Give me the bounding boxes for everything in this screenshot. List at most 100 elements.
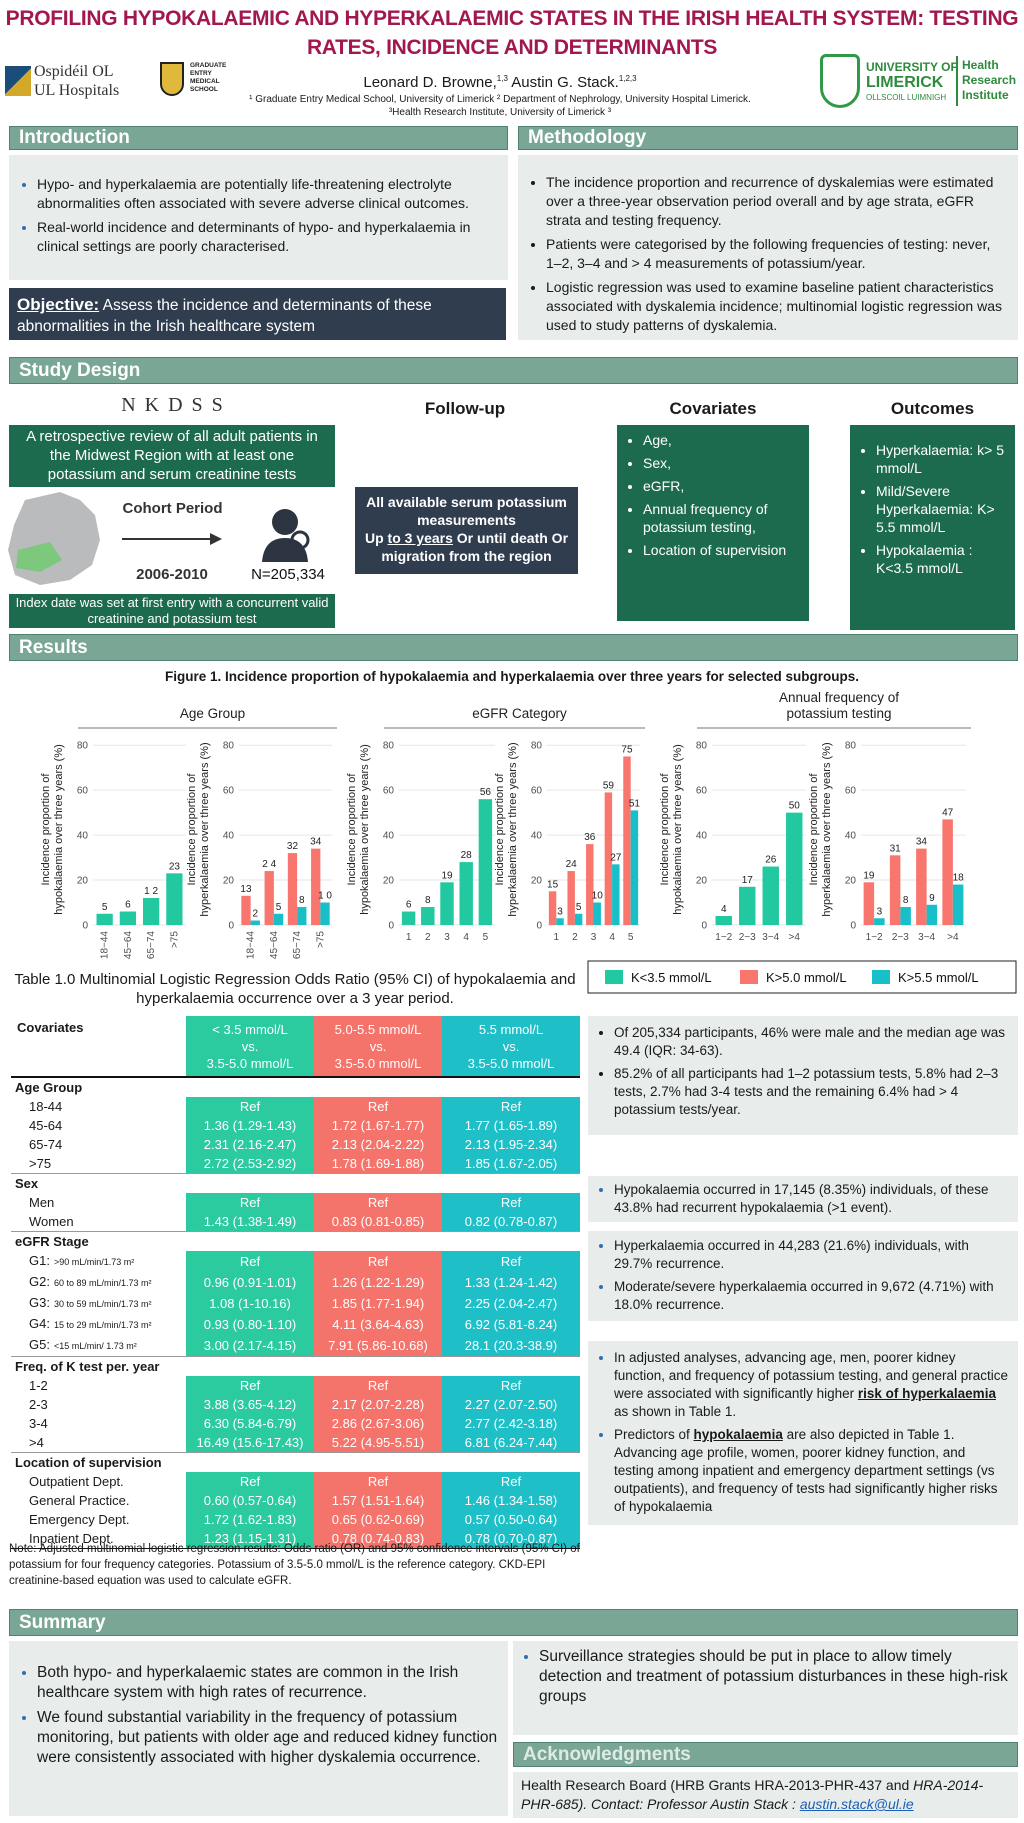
- value-label: 13: [240, 884, 252, 895]
- label: >4: [29, 1435, 44, 1450]
- odds-ratio: 2.13 (2.04-2.22): [314, 1135, 442, 1154]
- y-tick-label: 20: [845, 876, 857, 887]
- value-label: 31: [890, 843, 902, 854]
- span: Leonard D. Browne,: [363, 74, 497, 91]
- bullet: Predictors of hypokalaemia are also depi…: [614, 1426, 1008, 1516]
- odds-ratio: 0.60 (0.57-0.64): [186, 1491, 314, 1510]
- ul: In adjusted analyses, advancing age, men…: [594, 1349, 1008, 1516]
- value-label: 34: [916, 837, 928, 848]
- x-tick-label: 4: [463, 932, 469, 943]
- value-label: 9: [929, 893, 935, 904]
- data-row: G3: 30 to 59 mL/min/1.73 m² 1.08 (1-10.16)…: [11, 1293, 580, 1314]
- data-row: G4: 15 to 29 mL/min/1.73 m² 0.93 (0.80-1.1…: [11, 1314, 580, 1335]
- sublabel: >90 mL/min/1.73 m²: [53, 1257, 135, 1267]
- bar: [548, 891, 557, 925]
- odds-ratio: 1.36 (1.29-1.43): [186, 1116, 314, 1135]
- label: Women: [29, 1214, 74, 1229]
- legend-label: K>5.0 mmol/L: [766, 970, 847, 985]
- ul: The incidence proportion and recurrence …: [526, 173, 1006, 335]
- bar: [250, 920, 260, 925]
- ul: Of 205,334 participants, 46% were male a…: [594, 1024, 1008, 1119]
- bullet: Moderate/severe hyperkalaemia occurred i…: [614, 1278, 1008, 1314]
- results-box: Hyperkalaemia occurred in 44,283 (21.6%)…: [588, 1231, 1018, 1321]
- bar: [567, 871, 575, 925]
- bullet: Of 205,334 participants, 46% were male a…: [614, 1024, 1008, 1060]
- label: G3:: [29, 1295, 50, 1310]
- value-label: 26: [765, 855, 777, 866]
- label: Outpatient Dept.: [29, 1474, 124, 1489]
- sublabel: <15 mL/min/ 1.73 m²: [53, 1341, 137, 1351]
- odds-ratio: 1.72 (1.62-1.83): [186, 1510, 314, 1529]
- acknowledgments-panel: Health Research Board (HRB Grants HRA-20…: [513, 1772, 1018, 1818]
- row-label: G3: 30 to 59 mL/min/1.73 m²: [11, 1293, 186, 1314]
- bullet: Sex,: [643, 454, 801, 472]
- span: Assess the incidence and determinants of…: [17, 297, 432, 335]
- label: 65-74: [29, 1137, 63, 1152]
- odds-ratio: Ref: [442, 1097, 580, 1116]
- odds-ratio: Ref: [442, 1193, 580, 1212]
- column-header: < 3.5 mmol/L vs. 3.5-5.0 mmol/L: [186, 1016, 314, 1077]
- sup: 1,2,3: [618, 74, 637, 83]
- value-label: 59: [603, 780, 615, 791]
- value-label: 10: [592, 891, 604, 902]
- div: All available serum potassium measuremen…: [366, 494, 567, 528]
- odds-ratio: 2.17 (2.07-2.28): [314, 1395, 442, 1414]
- legend-label: K<3.5 mmol/L: [631, 970, 712, 985]
- value-label: 8: [903, 895, 909, 906]
- bar: [623, 756, 631, 925]
- covariates-heading: Covariates: [669, 399, 757, 418]
- label: >75: [29, 1156, 52, 1171]
- ul-logo: UNIVERSITY OF LIMERICK OLLSCOIL LUIMNIGH: [866, 60, 958, 105]
- email-link[interactable]: austin.stack@ul.ie: [799, 1796, 914, 1812]
- outcomes-heading: Outcomes: [890, 399, 975, 418]
- data-row: G5: <15 mL/min/ 1.73 m² 3.00 (2.17-4.15) 7.…: [11, 1335, 580, 1357]
- odds-ratio: 1.33 (1.24-1.42): [442, 1272, 580, 1293]
- value-label: 47: [942, 807, 954, 818]
- odds-ratio: 1.08 (1-10.16): [186, 1293, 314, 1314]
- bar: [762, 866, 779, 925]
- sublabel: 15 to 29 mL/min/1.73 m²: [53, 1320, 152, 1330]
- y-tick-label: 60: [845, 786, 857, 797]
- x-tick-label: >4: [947, 932, 959, 943]
- data-row: >4 16.49 (15.6-17.43) 5.22 (4.95-5.51) 6.81…: [11, 1433, 580, 1453]
- table-note: Note: Adjusted multinomial logistic regr…: [9, 1543, 580, 1587]
- row-label: 3-4: [11, 1414, 186, 1433]
- bar: [739, 886, 756, 925]
- affiliation: ¹ Graduate Entry Medical School, Univers…: [249, 94, 751, 105]
- odds-ratio: Ref: [186, 1097, 314, 1116]
- x-tick-label: 18−44: [246, 931, 257, 960]
- label: G2:: [29, 1274, 50, 1289]
- odds-ratio: 2.13 (1.95-2.34): [442, 1135, 580, 1154]
- section-row: Age Group: [11, 1076, 580, 1097]
- cell: [442, 1231, 580, 1251]
- data-row: 2-3 3.88 (3.65-4.12) 2.17 (2.07-2.28) 2.27 …: [11, 1395, 580, 1414]
- y-axis-label: Incidence proportion of: [40, 773, 52, 886]
- sublabel: 30 to 59 mL/min/1.73 m²: [53, 1299, 152, 1309]
- y-tick-label: 40: [77, 831, 89, 842]
- x-tick-label: 18−44: [100, 931, 111, 960]
- logo-text: Health: [962, 58, 999, 72]
- x-tick-label: 1−2: [715, 932, 732, 943]
- bar: [297, 907, 307, 925]
- odds-ratio: Ref: [314, 1376, 442, 1395]
- bullet: Age,: [643, 431, 801, 449]
- bullet: Hypo- and hyperkalaemia are potentially …: [37, 175, 494, 213]
- header-line: 3.5-5.0 mmol/L: [334, 1055, 422, 1071]
- span: as shown in Table 1.: [614, 1404, 737, 1419]
- value-label: 4: [721, 904, 727, 915]
- cohort-n: N=205,334: [251, 566, 325, 583]
- retrospective-box: A retrospective review of all adult pati…: [9, 425, 335, 487]
- covariates-box: Age, Sex, eGFR, Annual frequency of potassi…: [617, 425, 809, 621]
- bullet: Real-world incidence and determinants of…: [37, 218, 494, 256]
- value-label: 1 2: [144, 886, 158, 897]
- x-tick-label: 2−3: [739, 932, 756, 943]
- value-label: 2 4: [262, 859, 276, 870]
- x-tick-label: 3: [444, 932, 450, 943]
- bar: [586, 844, 594, 925]
- value-label: 51: [629, 798, 641, 809]
- y-tick-label: 0: [228, 921, 234, 932]
- row-label: Emergency Dept.: [11, 1510, 186, 1529]
- bar: [96, 913, 113, 925]
- label: G5:: [29, 1337, 50, 1352]
- span: to 3 years: [387, 530, 453, 546]
